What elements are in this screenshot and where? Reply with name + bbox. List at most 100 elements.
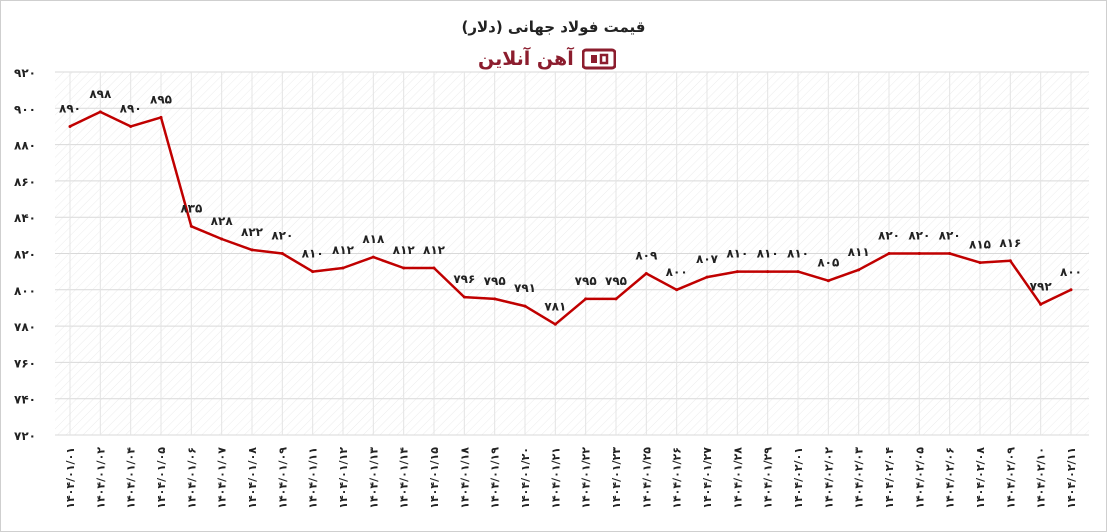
data-point [705,275,709,279]
x-tick-label: ۱۴۰۴/۰۱/۲۸ [731,447,744,509]
x-tick-label: ۱۴۰۴/۰۱/۱۵ [428,447,441,509]
x-tick-label: ۱۴۰۴/۰۲/۰۱ [792,447,805,509]
data-point [371,255,375,259]
data-label: ۸۱۸ [362,232,385,246]
data-point [220,237,224,241]
data-point [1008,259,1012,263]
x-tick-label: ۱۴۰۴/۰۲/۰۸ [974,447,987,509]
y-tick-label: ۸۰۰ [14,284,36,298]
y-tick-label: ۷۸۰ [14,320,36,334]
x-tick-label: ۱۴۰۴/۰۲/۰۴ [883,447,896,509]
data-label: ۷۹۵ [575,274,597,288]
data-label: ۸۲۸ [211,214,234,228]
data-label: ۸۲۰ [939,229,961,243]
y-tick-label: ۷۴۰ [14,393,36,407]
data-label: ۸۰۰ [666,265,688,279]
data-point [553,322,557,326]
x-tick-label: ۱۴۰۴/۰۱/۱۸ [458,447,471,509]
x-tick-label: ۱۴۰۴/۰۱/۲۳ [610,447,623,509]
data-label: ۸۰۵ [817,256,839,270]
x-tick-label: ۱۴۰۴/۰۱/۱۱ [307,447,320,509]
data-point [1039,302,1043,306]
data-point [129,124,133,128]
y-tick-label: ۸۲۰ [14,248,36,262]
data-label: ۸۱۰ [787,247,809,261]
x-tick-label: ۱۴۰۴/۰۱/۱۲ [337,447,350,509]
x-tick-label: ۱۴۰۴/۰۱/۲۶ [671,447,684,509]
data-label: ۸۱۵ [969,238,991,252]
data-label: ۸۱۰ [757,247,779,261]
data-point [341,266,345,270]
data-point [402,266,406,270]
data-point [584,297,588,301]
y-tick-label: ۹۰۰ [14,102,36,116]
data-point [857,268,861,272]
brand-name: آهن آنلاین [478,48,574,70]
y-tick-label: ۸۸۰ [14,139,36,153]
x-tick-label: ۱۴۰۴/۰۱/۰۶ [185,447,198,509]
data-point [159,115,163,119]
data-point [493,297,497,301]
data-point [735,270,739,274]
x-tick-label: ۱۴۰۴/۰۲/۰۹ [1004,447,1017,509]
x-tick-label: ۱۴۰۴/۰۱/۰۴ [125,447,138,509]
x-tick-label: ۱۴۰۴/۰۱/۱۳ [367,447,380,509]
x-tick-label: ۱۴۰۴/۰۱/۰۹ [276,447,289,509]
data-label: ۸۱۰ [302,247,324,261]
chart-title: قیمت فولاد جهانی (دلار) [461,18,646,36]
data-point [98,110,102,114]
x-tick-label: ۱۴۰۴/۰۱/۱۴ [398,447,411,509]
x-tick-label: ۱۴۰۴/۰۲/۰۵ [913,447,926,509]
y-tick-label: ۹۲۰ [14,66,36,80]
data-label: ۷۹۲ [1030,279,1053,293]
data-point [462,295,466,299]
data-label: ۸۰۰ [1060,265,1082,279]
data-point [887,252,891,255]
data-point [826,279,830,283]
data-label: ۸۰۹ [635,248,658,262]
data-label: ۸۲۰ [878,229,900,243]
data-label: ۸۱۲ [423,243,446,257]
x-tick-label: ۱۴۰۴/۰۱/۱۹ [489,447,502,509]
data-label: ۷۹۱ [514,281,536,295]
data-label: ۸۱۲ [332,243,355,257]
data-label: ۷۹۵ [484,274,506,288]
data-point [189,224,193,228]
data-label: ۸۱۰ [726,247,748,261]
x-tick-label: ۱۴۰۴/۰۲/۰۲ [822,447,835,509]
data-point [766,270,770,274]
data-point [311,270,315,274]
data-label: ۸۹۵ [150,92,172,106]
data-point [644,271,648,275]
x-tick-label: ۱۴۰۴/۰۱/۰۷ [216,447,229,509]
data-label: ۸۹۸ [89,87,112,101]
brand-logo: آهن آنلاین [478,46,616,72]
x-tick-label: ۱۴۰۴/۰۲/۱۱ [1065,447,1078,509]
data-label: ۷۹۵ [605,274,627,288]
data-point [614,297,618,301]
data-label: ۸۰۷ [696,252,719,266]
data-point [432,266,436,270]
x-tick-label: ۱۴۰۴/۰۱/۲۰ [519,447,532,509]
x-tick-label: ۱۴۰۴/۰۱/۰۱ [64,447,77,509]
data-label: ۸۳۵ [180,201,202,215]
data-point [675,288,679,292]
x-tick-label: ۱۴۰۴/۰۱/۰۲ [94,447,107,509]
data-label: ۸۲۲ [241,225,264,239]
data-label: ۸۲۰ [271,229,293,243]
data-label: ۸۱۱ [848,245,870,259]
x-tick-label: ۱۴۰۴/۰۱/۲۹ [762,447,775,509]
x-tick-label: ۱۴۰۴/۰۱/۲۱ [549,447,562,509]
data-point [280,252,284,255]
data-label: ۸۱۶ [999,236,1021,250]
x-tick-label: ۱۴۰۴/۰۲/۰۳ [853,447,866,509]
data-point [796,270,800,274]
x-tick-label: ۱۴۰۴/۰۱/۲۵ [640,447,653,509]
data-label: ۸۹۰ [59,101,81,115]
ahan-online-logo-icon [581,48,616,70]
data-label: ۷۸۱ [544,299,566,313]
x-tick-label: ۱۴۰۴/۰۱/۰۵ [155,447,168,509]
series-line [69,110,1072,326]
data-point [1069,288,1073,292]
